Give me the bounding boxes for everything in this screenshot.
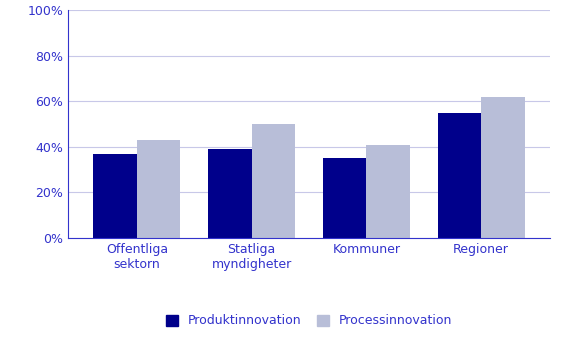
Bar <box>366 144 410 238</box>
Bar <box>94 154 137 238</box>
Bar <box>481 97 524 238</box>
Bar <box>137 140 180 238</box>
Legend: Produktinnovation, Processinnovation: Produktinnovation, Processinnovation <box>166 314 452 327</box>
Bar <box>252 124 295 238</box>
Bar <box>323 158 366 238</box>
Bar <box>438 113 481 238</box>
Bar <box>208 149 252 238</box>
